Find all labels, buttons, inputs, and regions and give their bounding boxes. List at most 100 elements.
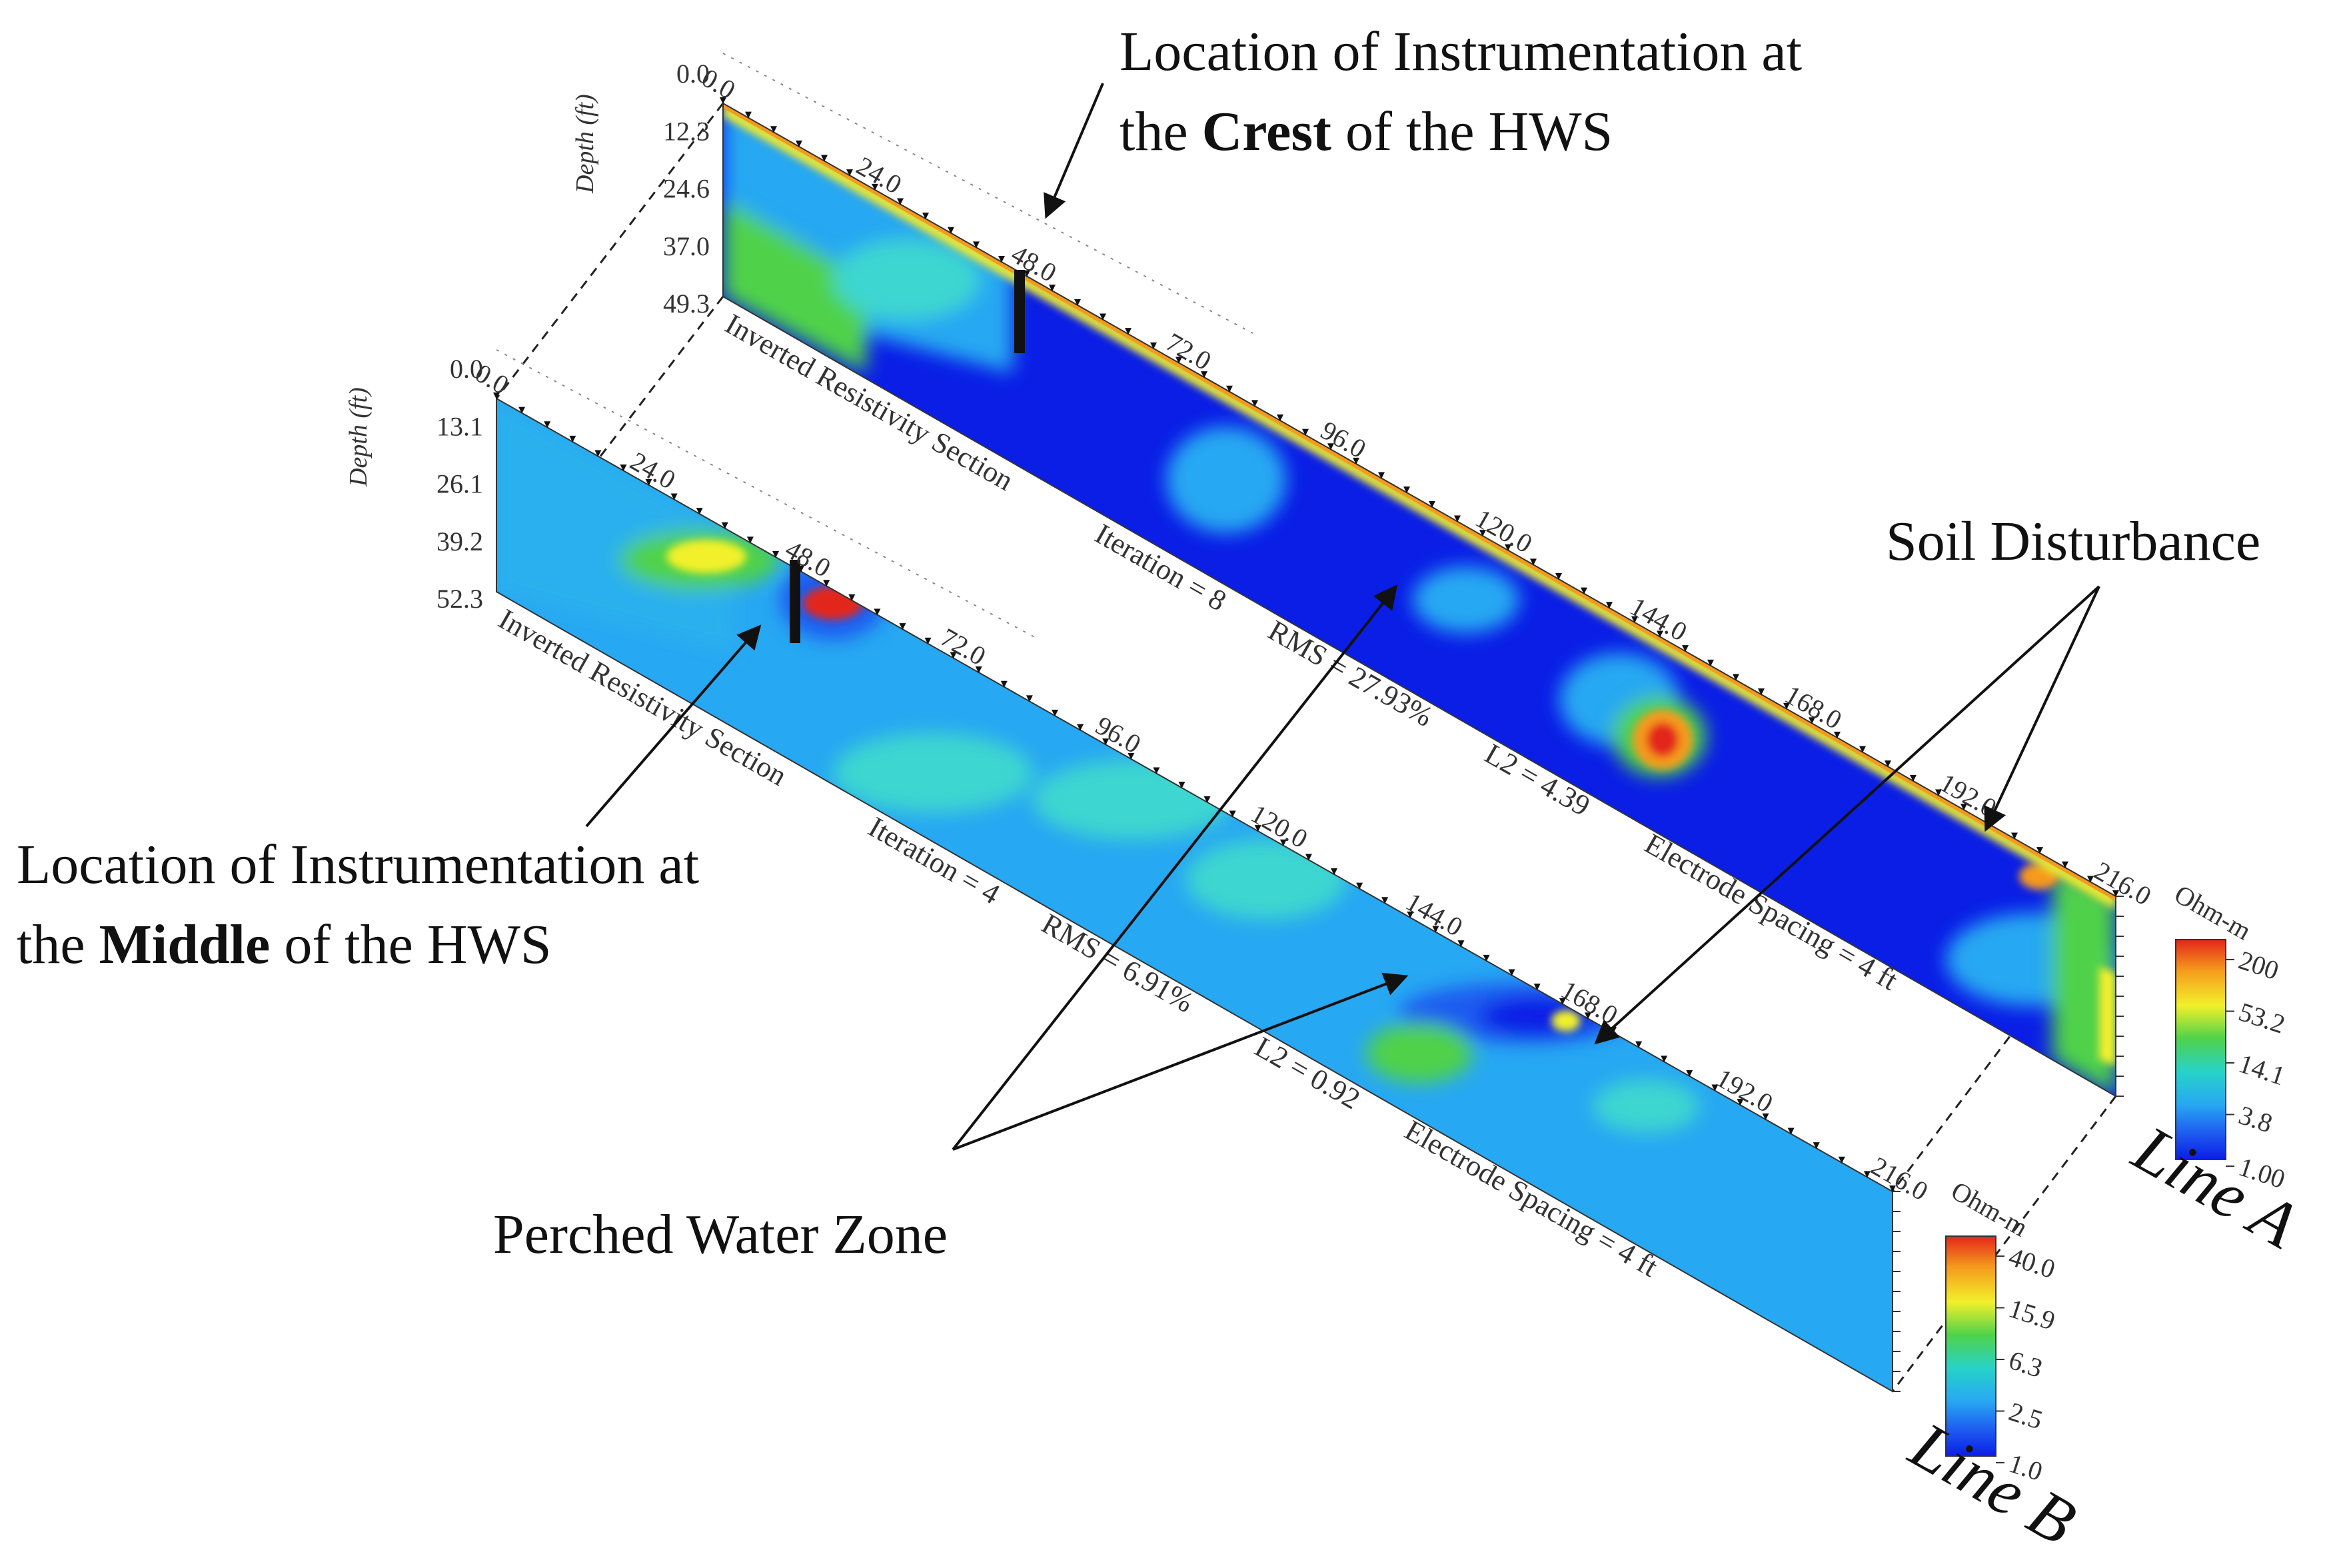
depth-tick-label: 26.1 [436,469,483,499]
electrode-marker [1153,767,1160,774]
electrode-marker [770,126,777,133]
electrode-marker [1024,270,1030,277]
electrode-marker [1353,457,1359,464]
electrode-marker [1737,1099,1744,1106]
electrode-marker [1254,825,1261,832]
callout-crest: Location of Instrumentation at the Crest… [1120,21,1802,163]
electrode-marker [1277,414,1283,421]
electrode-marker [1813,1142,1820,1150]
electrode-marker [745,111,752,119]
electrode-marker [1201,371,1207,379]
electrode-marker [1863,1171,1871,1178]
electrode-marker [1559,998,1566,1005]
electrode-marker [1150,342,1157,349]
electrode-marker [1584,1012,1591,1020]
electrode-marker [1606,602,1613,609]
electrode-marker [1935,789,1942,796]
electrode-marker [1279,839,1287,846]
depth-tick-label: 13.1 [436,411,483,441]
electrode-marker [1125,328,1132,335]
electrode-marker [1657,630,1663,638]
electrode-marker [897,198,904,205]
callout-crest-line1: Location of Instrumentation at [1120,21,1802,83]
colorbar-tick-label: 2.5 [2005,1396,2046,1435]
electrode-marker [721,522,728,529]
line-a-depth-title: Depth (ft) [571,94,599,194]
electrode-marker [645,478,652,486]
callout-crest-line2: the Crest of the HWS [1120,101,1613,163]
callout-soil-disturbance: Soil Disturbance [1886,510,2260,572]
electrode-marker [1682,645,1689,652]
electrode-marker [620,464,627,472]
depth-tick-label: 0.0 [676,59,710,89]
electrode-marker [796,140,802,147]
electrode-marker [1711,1084,1719,1092]
electrode-marker [1203,796,1211,803]
electrode-marker [1000,680,1008,688]
electrode-marker [1403,486,1410,494]
callout-middle-line2: the Middle of the HWS [17,914,552,976]
electrode-marker [1175,357,1182,364]
electrode-marker [848,594,856,601]
arrow-soil-b [1594,585,2100,1045]
electrode-marker [924,637,932,644]
electrode-marker [1378,472,1385,479]
arrow-crest [1044,83,1104,219]
depth-tick-label: 12.3 [663,116,710,146]
depth-tick-label: 49.3 [663,289,710,319]
electrode-marker [1454,515,1461,522]
electrode-marker [1052,710,1058,716]
electrode-marker [1733,674,1739,681]
colorbar-tick-label: 53.2 [2235,996,2288,1039]
line-b-colorbar: Ohm-m 40.015.96.32.51.0 [1945,1176,2059,1487]
colorbar-tick-label: 3.8 [2235,1100,2276,1138]
electrode-marker [746,536,754,544]
colorbar-tick-label: 40.0 [2005,1241,2058,1284]
electrode-marker [1381,897,1389,904]
electrode-marker [1479,530,1486,537]
callout-middle: Location of Instrumentation at the Middl… [17,834,699,976]
electrode-marker [1327,443,1334,450]
electrode-marker [899,623,906,630]
depth-tick-label: 24.6 [663,174,710,204]
line-b-electrodes [493,392,1896,1192]
electrode-marker [1533,984,1541,991]
depth-tick-label: 52.3 [436,584,483,614]
electrode-marker [1305,854,1312,861]
electrode-marker [1783,702,1790,710]
electrode-marker [1859,746,1866,753]
electrode-marker [1178,782,1185,789]
electrode-marker [2011,832,2018,840]
electrode-marker [874,608,881,616]
electrode-marker [2112,890,2119,897]
electrode-marker [1429,500,1435,508]
colorbar-tick-label: 200 [2235,945,2282,986]
electrode-marker [1555,573,1562,580]
line-a-colorbar-bar [2175,939,2226,1160]
electrode-marker [975,666,982,674]
electrode-marker [1661,1056,1668,1063]
electrode-marker [1457,940,1465,948]
electrode-marker [1074,299,1081,306]
electrode-marker [973,241,980,249]
electrode-marker [1809,717,1815,724]
line-b-depth-ticks-right [1893,1191,1901,1392]
electrode-marker [1229,810,1236,818]
electrode-marker [1508,969,1515,976]
electrode-marker [1758,688,1765,696]
line-a-resistivity-field [723,103,2116,1096]
electrode-marker [1432,926,1439,933]
electrode-marker [823,580,830,587]
arrow-perched-b [952,972,1409,1151]
electrode-marker [922,213,929,220]
electrode-marker [1530,558,1537,566]
electrode-marker [1910,774,1917,782]
line-b-depth-labels: 0.0 13.1 26.1 39.2 52.3 [436,354,483,614]
electrode-marker [950,652,957,659]
electrode-marker [493,392,500,399]
line-a-guide-line [722,53,1253,334]
electrode-marker [1631,616,1638,623]
line-b-colorbar-unit: Ohm-m [1946,1176,2033,1243]
electrode-marker [1581,587,1587,594]
